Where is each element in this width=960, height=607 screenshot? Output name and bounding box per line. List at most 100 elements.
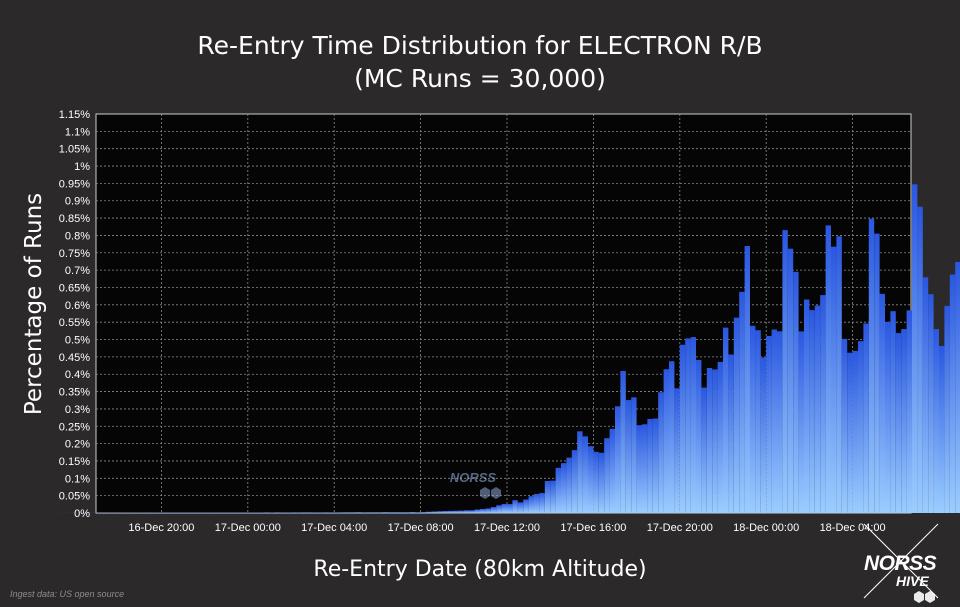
bar (577, 431, 583, 513)
y-axis-label: Percentage of Runs (21, 192, 47, 416)
bar (706, 367, 713, 513)
bar (631, 397, 637, 513)
bar (415, 512, 421, 513)
y-tick-label: 1% (74, 161, 90, 173)
y-tick-label: 0.45% (59, 352, 90, 364)
bar (847, 352, 853, 513)
y-tick-label: 0.75% (59, 248, 90, 260)
bar (431, 511, 437, 513)
bar (928, 294, 934, 513)
norss-hive-logo: NORSS HIVE (852, 520, 948, 604)
bar (463, 510, 470, 513)
x-axis-ticks: 16-Dec 20:00 17-Dec 00:00 17-Dec 04:00 17-D… (128, 522, 885, 534)
bar (820, 295, 826, 513)
bar (863, 323, 869, 513)
bar (766, 335, 772, 513)
bar (393, 512, 399, 513)
y-tick-label: 0.35% (59, 387, 90, 399)
bar (858, 341, 864, 513)
bar (382, 512, 389, 513)
bar (679, 344, 686, 513)
bar (750, 325, 756, 513)
bar (453, 510, 459, 513)
bar (895, 333, 902, 513)
bar (544, 480, 551, 513)
bar (852, 350, 858, 513)
bar (377, 512, 383, 513)
bar (291, 512, 297, 513)
x-tick-label: 16-Dec 20:00 (128, 522, 194, 534)
bar (339, 512, 345, 513)
bar (269, 512, 275, 513)
bar (490, 507, 497, 513)
bar (242, 512, 248, 513)
bar (528, 496, 534, 513)
bars-group (31, 184, 960, 514)
y-tick-label: 0.9% (65, 196, 90, 208)
y-tick-label: 0.15% (59, 456, 90, 468)
bar (782, 230, 788, 513)
y-tick-label: 0.85% (59, 213, 90, 225)
bar (625, 400, 632, 513)
bar (652, 418, 659, 513)
bar (733, 317, 740, 513)
y-tick-label: 1.15% (59, 109, 90, 121)
bar (588, 446, 594, 513)
bar (690, 337, 696, 513)
bar (798, 331, 804, 513)
chart-title: Re-Entry Time Distribution for ELECTRON … (197, 31, 763, 60)
footnote: Ingest data: US open source (10, 589, 125, 599)
bar (885, 321, 891, 513)
x-tick-label: 17-Dec 04:00 (301, 522, 367, 534)
bar (447, 510, 453, 513)
x-axis-label: Re-Entry Date (80km Altitude) (313, 557, 647, 582)
bar (615, 406, 621, 513)
y-tick-label: 0.3% (65, 404, 90, 416)
bar (274, 512, 281, 513)
bar (458, 510, 464, 513)
bar (474, 509, 480, 513)
bar (658, 392, 664, 513)
bar (685, 338, 691, 513)
bar (350, 512, 356, 513)
bar (804, 299, 810, 513)
bar (372, 512, 378, 513)
bar (814, 305, 821, 513)
bar (836, 236, 842, 513)
bar (598, 452, 605, 513)
bar (906, 310, 912, 513)
y-tick-label: 0.1% (65, 473, 90, 485)
bar (917, 206, 923, 514)
y-tick-label: 1.1% (65, 126, 90, 138)
bar (879, 293, 885, 513)
logo-graphic (863, 523, 939, 603)
y-tick-label: 0.55% (59, 317, 90, 329)
bar (539, 492, 545, 513)
bar (399, 512, 405, 513)
x-tick-label: 18-Dec 00:00 (733, 522, 799, 534)
bar (571, 450, 578, 513)
bar (534, 493, 540, 513)
bar (328, 512, 335, 513)
bar (669, 361, 675, 513)
x-tick-label: 17-Dec 12:00 (474, 522, 540, 534)
bar (285, 512, 291, 513)
bar (717, 361, 723, 513)
x-tick-label: 17-Dec 16:00 (560, 522, 626, 534)
logo-text-hive: HIVE (896, 573, 929, 589)
bar (609, 428, 615, 513)
bar (355, 512, 362, 513)
bar (739, 291, 745, 513)
x-tick-label: 17-Dec 20:00 (647, 522, 713, 534)
y-tick-label: 0.2% (65, 439, 90, 451)
bar (280, 512, 286, 513)
bar (264, 512, 270, 513)
bar (561, 463, 567, 513)
bar (318, 512, 324, 513)
bar (642, 424, 648, 513)
bar (674, 388, 680, 513)
bar (620, 370, 626, 513)
bar (296, 512, 302, 513)
bar (874, 233, 880, 513)
